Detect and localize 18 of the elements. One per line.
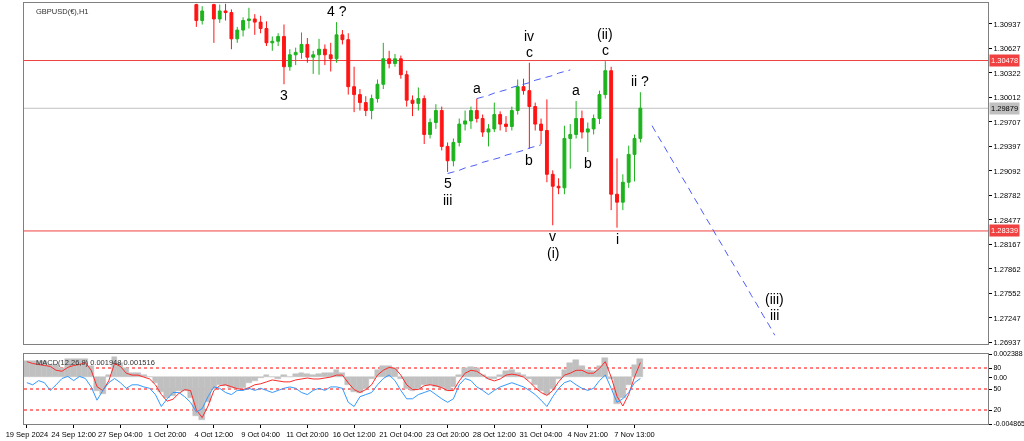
annotation: 5 xyxy=(444,175,452,191)
annotation: c xyxy=(526,44,533,60)
annotation: iv xyxy=(524,28,535,44)
annotation: c xyxy=(602,42,609,58)
annotation: 4 ? xyxy=(327,3,347,19)
annotation: v xyxy=(549,228,556,244)
annotation: iii xyxy=(770,307,780,323)
annotation: i xyxy=(616,231,620,247)
annotation: (iii) xyxy=(765,291,784,307)
annotation: b xyxy=(584,155,592,171)
annotation: iii xyxy=(443,192,453,208)
annotation: ii ? xyxy=(631,73,650,89)
annotation: a xyxy=(473,80,481,96)
annotation: a xyxy=(572,82,580,98)
annotation: (i) xyxy=(547,245,560,261)
annotation: b xyxy=(525,152,533,168)
annotation: (ii) xyxy=(597,26,613,42)
annotation: 3 xyxy=(280,87,288,103)
